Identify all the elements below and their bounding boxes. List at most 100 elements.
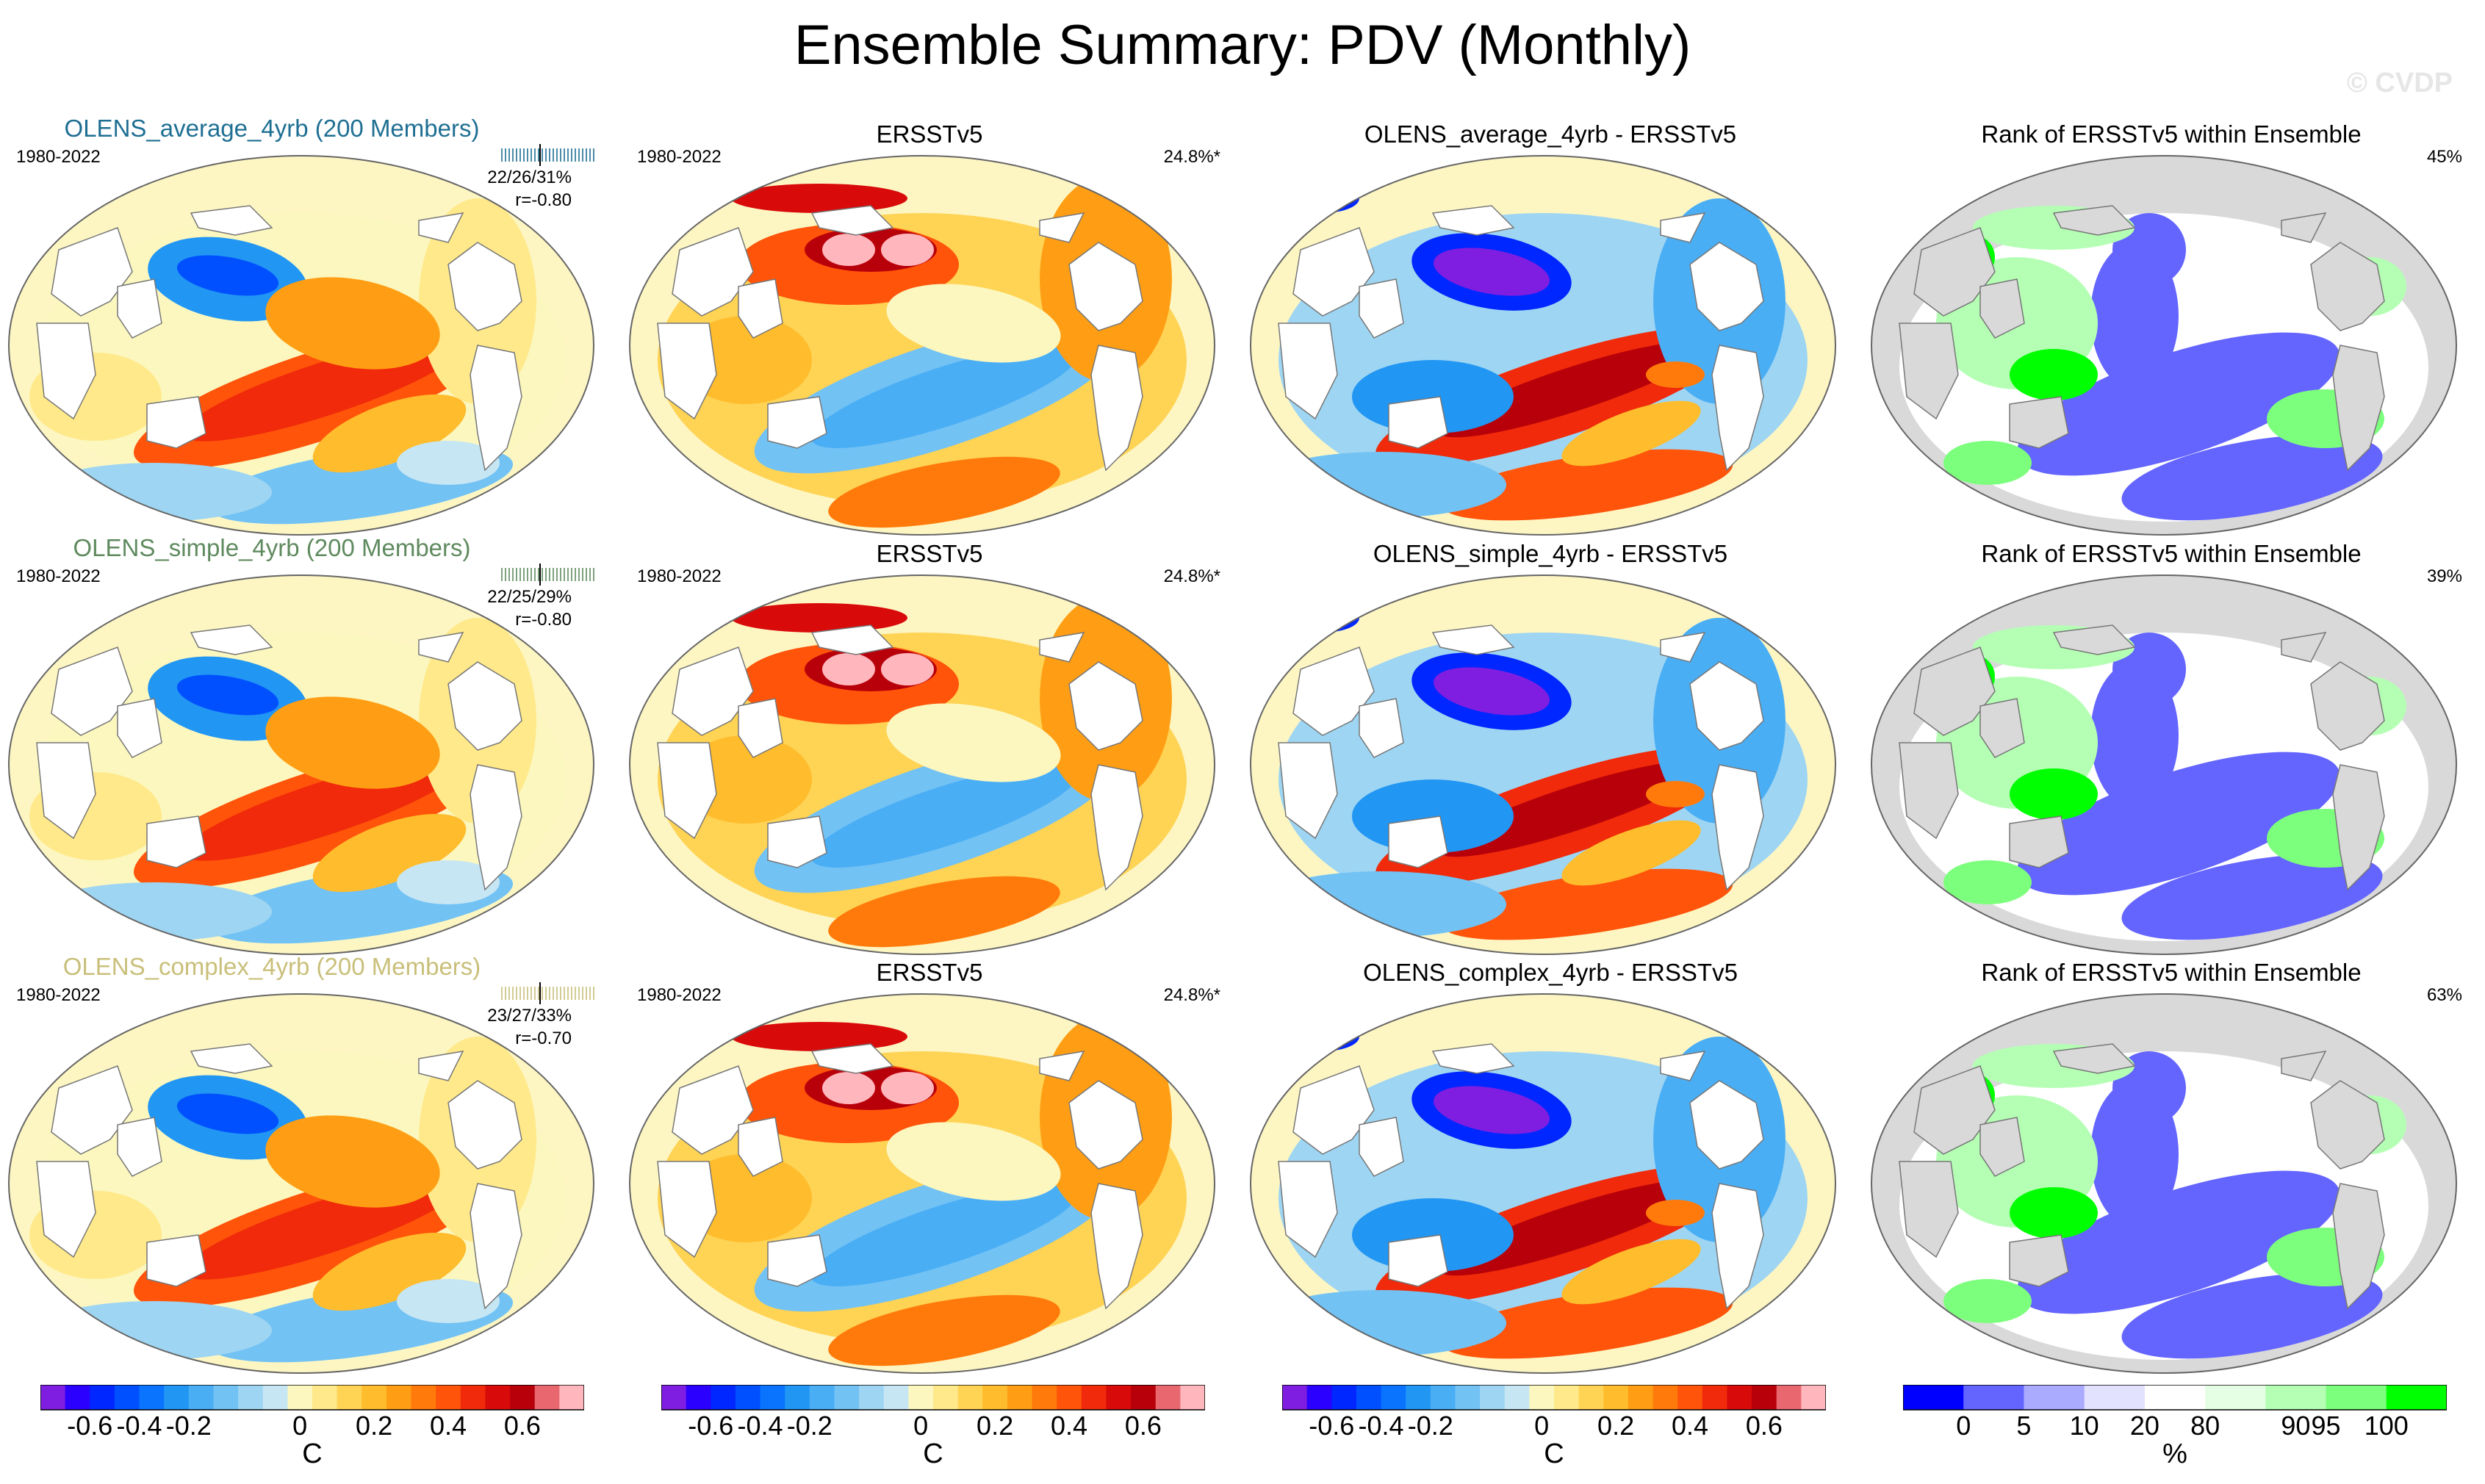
map-member xyxy=(8,155,594,536)
colorbar-swatch xyxy=(1306,1385,1332,1410)
colorbar-swatch xyxy=(485,1385,511,1410)
colorbar-swatch xyxy=(1653,1385,1678,1410)
field-blob xyxy=(1441,1287,1733,1359)
colorbar-tick-label: -0.6 xyxy=(688,1411,734,1441)
colorbar-swatch xyxy=(1903,1385,1964,1410)
colorbar-swatch xyxy=(337,1385,362,1410)
field-blob xyxy=(2121,854,2383,940)
colorbar-swatch xyxy=(686,1385,711,1410)
field-blob xyxy=(2121,434,2383,521)
field-blob xyxy=(397,1279,500,1323)
field-blob xyxy=(1646,781,1705,807)
map-outline xyxy=(8,574,594,955)
period-label: 1980-2022 xyxy=(16,147,101,167)
colorbar-swatch xyxy=(1776,1385,1802,1410)
colorbar-swatch xyxy=(65,1385,90,1410)
colorbar-tick-label: 0 xyxy=(913,1411,929,1441)
field-blob xyxy=(37,882,272,941)
field-blob xyxy=(810,345,1078,448)
colorbar-tick-label: 0.4 xyxy=(429,1411,467,1441)
pattern-percent: 39% xyxy=(2426,566,2462,586)
field-blob xyxy=(1561,1239,1701,1305)
map-panel-member: OLENS_simple_4yrb (200 Members) 1980-2022… xyxy=(7,534,610,956)
colorbar-swatch xyxy=(362,1385,387,1410)
field-blob xyxy=(2010,1187,2098,1239)
colorbar-swatch xyxy=(933,1385,959,1410)
field-blob xyxy=(265,696,440,789)
colorbar-tick-label: 80 xyxy=(2190,1411,2220,1441)
field-blob xyxy=(886,1122,1061,1201)
map-outline xyxy=(1871,993,2457,1374)
field-blob xyxy=(37,463,272,522)
ensemble-stats: 23/27/33% r=-0.70 xyxy=(487,1004,572,1050)
field-blob xyxy=(881,1072,934,1104)
colorbar-obs xyxy=(661,1385,1205,1411)
colorbar-tick-label: -0.6 xyxy=(1309,1411,1355,1441)
field-blob xyxy=(1441,449,1733,521)
colorbar-tick-label: 0 xyxy=(1956,1411,1971,1441)
map-panel-obs: ERSSTv5 1980-2022 24.8%* xyxy=(628,118,1231,536)
field-blob xyxy=(1561,820,1701,886)
field-blob xyxy=(886,284,1061,363)
colorbar-unit: C xyxy=(923,1438,943,1469)
colorbar-rank xyxy=(1903,1385,2447,1411)
colorbar-swatch xyxy=(1752,1385,1777,1410)
colorbar-tick-label: 90 xyxy=(2281,1411,2311,1441)
map-panel-member: OLENS_complex_4yrb (200 Members) 1980-202… xyxy=(7,953,610,1375)
colorbar-tick-label: 0 xyxy=(292,1411,308,1441)
panel-title: OLENS_average_4yrb - ERSSTv5 xyxy=(1364,120,1737,148)
field-blob xyxy=(886,703,1061,782)
field-blob xyxy=(176,674,279,716)
map-panel-member: OLENS_average_4yrb (200 Members) 1980-202… xyxy=(7,115,610,536)
map-panel-diff: OLENS_average_4yrb - ERSSTv5 xyxy=(1249,118,1852,536)
colorbar-swatch xyxy=(436,1385,461,1410)
field-blob xyxy=(1439,760,1705,857)
colorbar-member xyxy=(40,1385,584,1411)
colorbar-tick-label: -0.2 xyxy=(1407,1411,1453,1441)
map-outline xyxy=(629,155,1215,536)
colorbar-swatch xyxy=(188,1385,214,1410)
colorbar-swatch xyxy=(1963,1385,2024,1410)
colorbar-swatch xyxy=(2386,1385,2447,1410)
colorbar-swatch xyxy=(1007,1385,1033,1410)
colorbar-swatch xyxy=(1801,1385,1826,1410)
panel-title: Rank of ERSSTv5 within Ensemble xyxy=(1981,540,2362,567)
field-blob xyxy=(397,441,500,485)
stats-percentiles: 23/27/33% xyxy=(487,1006,572,1026)
field-blob xyxy=(2010,768,2098,820)
colorbar-swatch xyxy=(534,1385,560,1410)
colorbar-swatch xyxy=(1331,1385,1357,1410)
map-obs xyxy=(629,574,1215,955)
field-blob xyxy=(1286,1022,1359,1051)
colorbar-swatch xyxy=(1081,1385,1107,1410)
colorbar-swatch xyxy=(2084,1385,2146,1410)
map-outline xyxy=(1250,993,1836,1374)
colorbar-swatch xyxy=(1504,1385,1530,1410)
period-label: 1980-2022 xyxy=(16,566,101,586)
panel-title: OLENS_average_4yrb (200 Members) xyxy=(64,115,480,142)
field-blob xyxy=(731,603,907,633)
colorbar-swatch xyxy=(213,1385,239,1410)
pattern-percent: 63% xyxy=(2426,985,2462,1005)
pattern-percent: 24.8%* xyxy=(1163,147,1220,167)
colorbar-tick-label: 0 xyxy=(1534,1411,1550,1441)
field-blob xyxy=(1286,184,1359,213)
colorbar-swatch xyxy=(1628,1385,1654,1410)
field-blob xyxy=(1943,1279,2032,1323)
map-panel-obs: ERSSTv5 1980-2022 24.8%* xyxy=(628,537,1231,956)
field-blob xyxy=(1434,248,1550,296)
colorbar-tick-label: 95 xyxy=(2311,1411,2341,1441)
stats-correlation: r=-0.80 xyxy=(515,190,572,210)
colorbar-swatch xyxy=(2326,1385,2387,1410)
colorbar-swatch xyxy=(834,1385,860,1410)
map-outline xyxy=(1250,155,1836,536)
map-panel-rank: Rank of ERSSTv5 within Ensemble 39% xyxy=(1870,537,2473,956)
colorbar-swatch xyxy=(1180,1385,1205,1410)
colorbar-swatch xyxy=(1727,1385,1752,1410)
field-blob xyxy=(37,1301,272,1360)
colorbar-swatch xyxy=(1603,1385,1629,1410)
field-blob xyxy=(312,1232,467,1311)
map-rank xyxy=(1871,993,2457,1374)
colorbar-swatch xyxy=(1131,1385,1157,1410)
map-diff xyxy=(1250,574,1836,955)
